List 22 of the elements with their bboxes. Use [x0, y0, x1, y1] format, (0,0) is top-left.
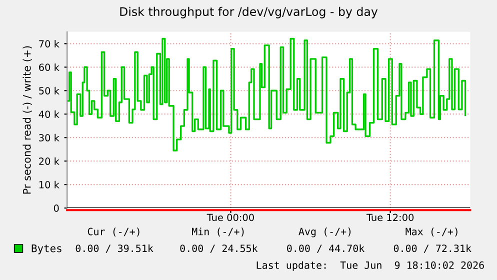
y-tick-label: 0	[54, 204, 59, 212]
text: 0.00 / 72.31k	[394, 244, 472, 253]
text: Max (-/+)	[406, 228, 458, 237]
text: Avg (-/+)	[298, 228, 351, 238]
y-tick-label: 50 k	[39, 86, 60, 94]
text: 0.00 / 24.55k	[180, 244, 258, 253]
y-tick-label: 60 k	[39, 63, 60, 71]
y-tick-label: 10 k	[39, 180, 60, 188]
chart-title: Disk throughput for /dev/vg/varLog - by day	[120, 6, 378, 18]
y-axis-title: Pr second read (-) / write (+)	[22, 46, 32, 194]
x-tick-label: Tue 00:00	[206, 214, 254, 222]
text: Min (-/+)	[192, 228, 244, 237]
text: 0.00 / 39.51k	[76, 244, 154, 253]
text: Last update: Tue Jun 9 18:10:02 2026	[256, 261, 484, 271]
legend-label: Bytes	[32, 244, 62, 254]
y-tick-label: 70 k	[39, 40, 60, 48]
y-tick-label: 40 k	[38, 110, 60, 118]
y-tick-label: 30 k	[39, 134, 60, 142]
text: Cur (-/+)	[88, 228, 140, 237]
text: 0.00 / 44.70k	[287, 244, 365, 253]
y-tick-label: 20 k	[39, 157, 60, 165]
x-tick-label: Tue 12:00	[366, 214, 414, 222]
